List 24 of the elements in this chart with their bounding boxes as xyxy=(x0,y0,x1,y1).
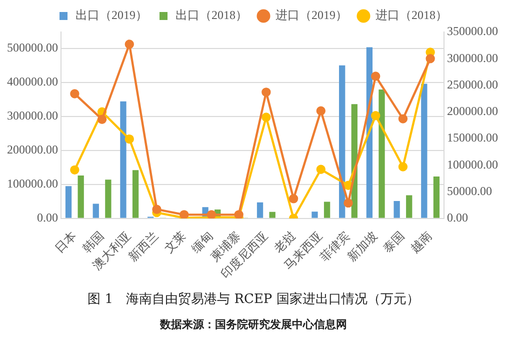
y-tick-label: 400000.00 xyxy=(7,74,58,88)
y-tick-label: 500000.00 xyxy=(7,40,58,54)
y-tick-label: 300000.00 xyxy=(7,108,58,123)
y2-tick-label: 50000.00 xyxy=(447,184,492,198)
legend-label: 进口（2019） xyxy=(276,8,348,22)
x-tick-label: 文莱 xyxy=(162,228,188,256)
y2-tick-label: 250000.00 xyxy=(447,77,498,92)
y-tick-label: 0.00 xyxy=(37,210,58,225)
legend-label: 出口（2018） xyxy=(176,8,248,22)
x-tick-label: 泰国 xyxy=(380,228,408,256)
y2-tick-label: 300000.00 xyxy=(447,50,498,65)
y2-tick-label: 0.00 xyxy=(447,210,468,225)
y-tick-label: 100000.00 xyxy=(7,176,58,191)
y2-tick-label: 200000.00 xyxy=(447,104,498,118)
y2-tick-label: 100000.00 xyxy=(447,157,498,172)
legend-label: 出口（2019） xyxy=(76,8,148,22)
x-tick-label: 越南 xyxy=(408,228,435,256)
y2-tick-label: 350000.00 xyxy=(447,24,498,38)
text: 图 1 海南自由贸易港与 RCEP 国家进出口情况（万元） xyxy=(86,291,420,308)
x-tick-label: 日本 xyxy=(52,228,80,256)
legend-label: 进口（2018） xyxy=(376,8,448,22)
y2-tick-label: 150000.00 xyxy=(447,130,498,145)
source-note: 数据来源：国务院研究发展中心信息网 xyxy=(158,317,348,332)
y-tick-label: 200000.00 xyxy=(7,142,58,157)
